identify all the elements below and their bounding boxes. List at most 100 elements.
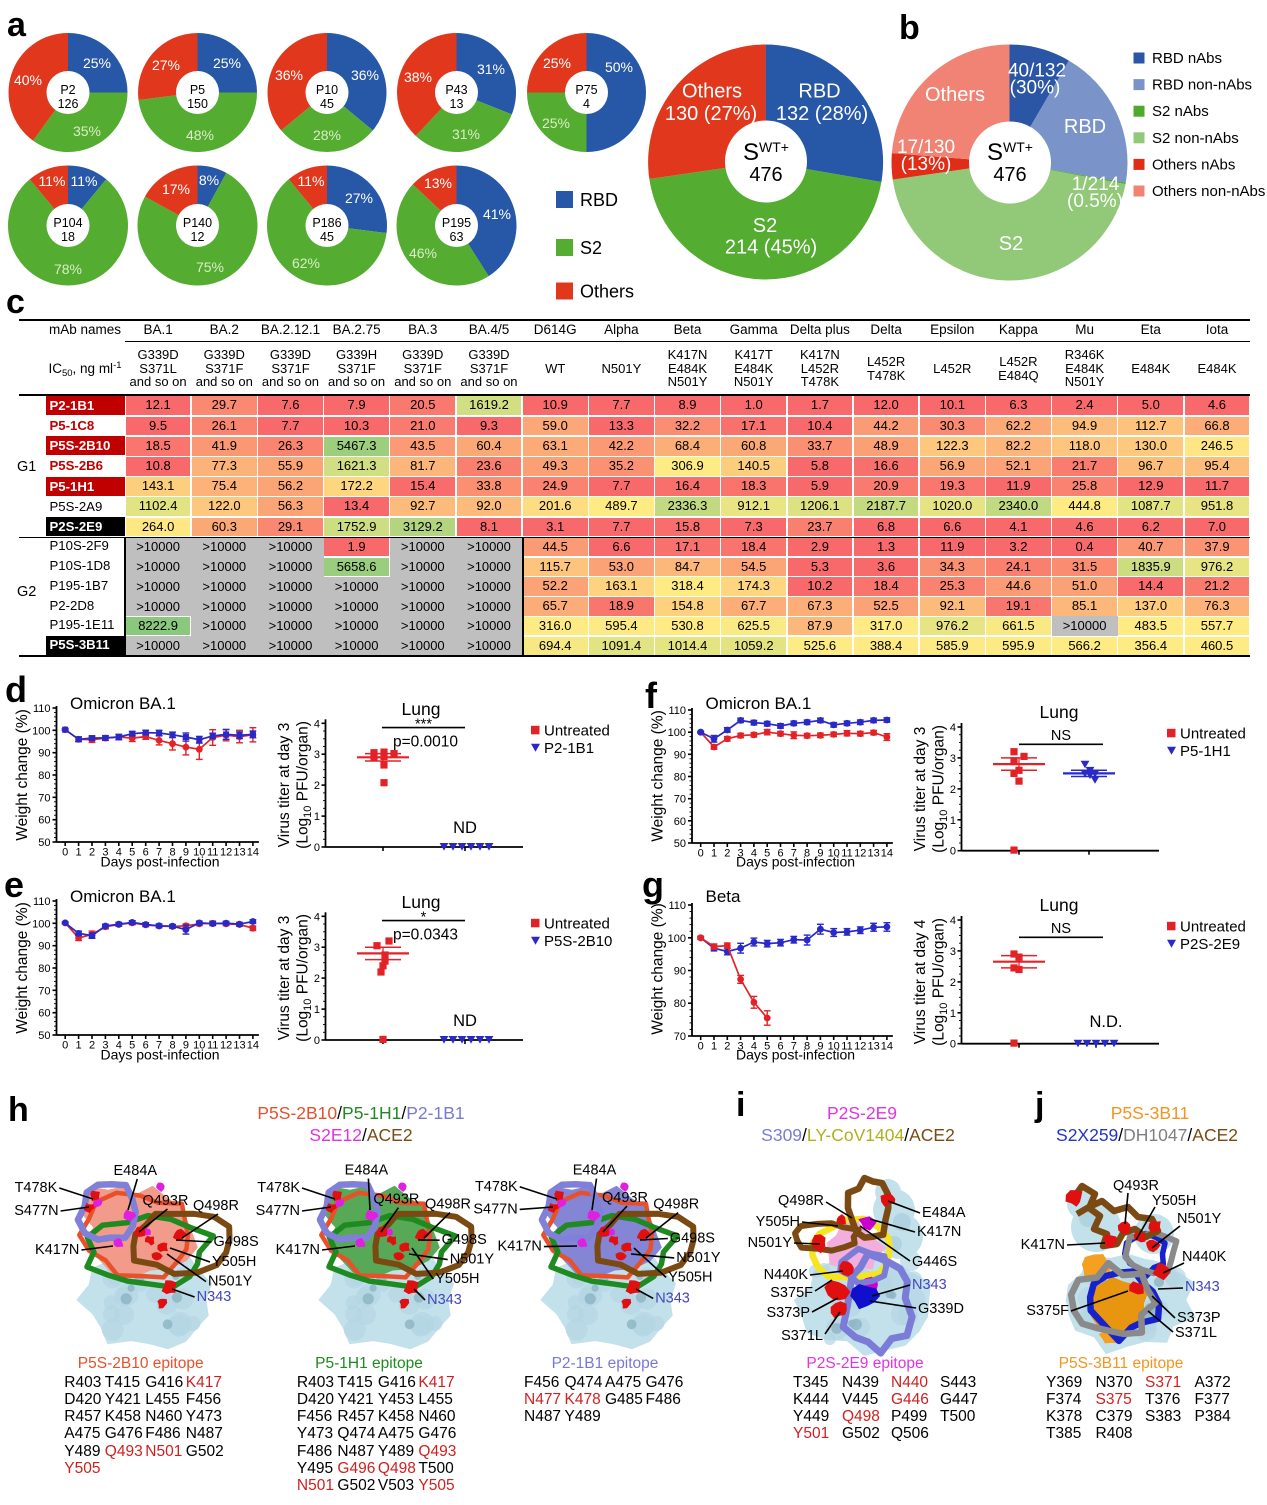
svg-text:Lung: Lung [1040,895,1079,915]
svg-text:(30%): (30%) [1010,78,1061,99]
svg-text:Others nAbs: Others nAbs [1152,156,1235,173]
svg-text:0: 0 [314,1035,320,1047]
svg-text:Virus titer at day 3: Virus titer at day 3 [276,916,293,1041]
svg-text:11: 11 [841,848,852,860]
svg-text:476: 476 [749,164,782,186]
svg-text:Weight change (%): Weight change (%) [650,710,667,842]
svg-text:8: 8 [804,1041,810,1053]
svg-text:5: 5 [129,1040,135,1052]
svg-text:90: 90 [38,941,50,953]
svg-text:8: 8 [804,848,810,860]
svg-text:S2: S2 [580,238,602,258]
svg-text:Days post-infection: Days post-infection [736,1047,855,1063]
svg-text:P104: P104 [53,216,82,230]
svg-text:25%: 25% [543,55,571,71]
svg-text:(0.5%): (0.5%) [1067,191,1123,212]
svg-text:S373P: S373P [1177,1310,1221,1326]
svg-text:T478K: T478K [475,1179,518,1195]
svg-text:150: 150 [187,97,208,111]
svg-text:80: 80 [38,770,50,782]
svg-text:11: 11 [207,1040,218,1052]
svg-text:K417N: K417N [917,1224,961,1240]
svg-text:K417N: K417N [498,1239,542,1255]
svg-text:14: 14 [247,847,259,859]
svg-text:Days post-infection: Days post-infection [736,854,855,870]
svg-text:N343: N343 [655,1290,690,1306]
svg-text:110: 110 [668,900,686,912]
svg-text:S375F: S375F [770,1285,813,1301]
svg-text:P10: P10 [316,83,338,97]
svg-text:100: 100 [32,725,50,737]
svg-text:4: 4 [583,97,590,111]
svg-text:130 (27%): 130 (27%) [665,103,757,125]
svg-text:P195: P195 [442,216,471,230]
svg-text:ND: ND [453,1012,477,1030]
svg-text:Untreated: Untreated [1180,726,1246,743]
svg-text:S477N: S477N [256,1203,300,1219]
svg-text:Virus titer at day 3: Virus titer at day 3 [276,723,293,848]
svg-text:Beta: Beta [706,887,742,906]
svg-text:28%: 28% [313,127,341,143]
svg-text:45: 45 [320,230,334,244]
svg-text:S375F: S375F [1026,1303,1069,1319]
svg-text:1: 1 [711,848,717,860]
svg-text:N501Y: N501Y [208,1274,253,1290]
svg-text:E484A: E484A [114,1163,158,1179]
svg-text:Q498R: Q498R [425,1197,471,1213]
svg-text:S477N: S477N [14,1203,58,1219]
svg-text:80: 80 [38,963,50,975]
svg-text:70: 70 [674,1031,686,1043]
svg-text:7: 7 [156,1040,162,1052]
svg-text:G498S: G498S [442,1232,487,1248]
svg-text:13: 13 [867,848,879,860]
svg-text:9: 9 [817,1041,823,1053]
svg-text:5: 5 [129,847,135,859]
svg-text:Q498R: Q498R [193,1198,239,1214]
svg-text:18: 18 [61,230,75,244]
svg-text:T478K: T478K [257,1180,300,1196]
svg-text:1: 1 [76,1040,82,1052]
svg-text:1: 1 [314,811,320,823]
svg-text:1: 1 [314,1004,320,1016]
svg-text:G498S: G498S [670,1231,715,1247]
svg-text:1: 1 [950,815,956,827]
svg-text:S2 non-nAbs: S2 non-nAbs [1152,130,1239,147]
svg-text:(13%): (13%) [901,154,952,175]
svg-text:10: 10 [828,848,840,860]
svg-text:14: 14 [881,1041,893,1053]
svg-text:2: 2 [950,977,956,989]
svg-text:13: 13 [450,97,464,111]
svg-text:***: *** [415,717,432,733]
svg-text:31%: 31% [477,61,505,77]
svg-text:80: 80 [674,998,686,1010]
svg-text:T478K: T478K [15,1180,58,1196]
svg-text:6: 6 [143,1040,149,1052]
svg-text:10: 10 [193,847,205,859]
svg-text:4: 4 [950,722,956,734]
svg-text:70: 70 [674,794,686,806]
svg-text:63: 63 [450,230,464,244]
svg-text:N343: N343 [1185,1279,1220,1295]
svg-text:Omicron BA.1: Omicron BA.1 [70,694,176,713]
svg-text:P2S-2E9: P2S-2E9 [1180,936,1240,953]
svg-text:Y505H: Y505H [212,1254,256,1270]
svg-text:S477N: S477N [473,1201,517,1217]
svg-text:Omicron BA.1: Omicron BA.1 [706,694,812,713]
svg-text:Others non-nAbs: Others non-nAbs [1152,183,1265,200]
svg-text:RBD: RBD [580,190,618,210]
svg-text:P43: P43 [445,83,467,97]
svg-text:7: 7 [791,848,797,860]
svg-text:Untreated: Untreated [544,723,610,740]
svg-text:13%: 13% [424,175,452,191]
svg-text:12: 12 [220,1040,232,1052]
svg-text:2: 2 [89,1040,95,1052]
svg-text:5: 5 [764,1041,770,1053]
svg-text:4: 4 [116,1040,122,1052]
svg-text:3: 3 [102,1040,108,1052]
svg-text:Lung: Lung [402,892,441,912]
svg-text:Q498R: Q498R [653,1197,699,1213]
svg-text:45: 45 [320,97,334,111]
svg-text:G498S: G498S [214,1234,259,1250]
svg-text:8: 8 [169,1040,175,1052]
svg-text:Weight change (%): Weight change (%) [14,902,31,1034]
